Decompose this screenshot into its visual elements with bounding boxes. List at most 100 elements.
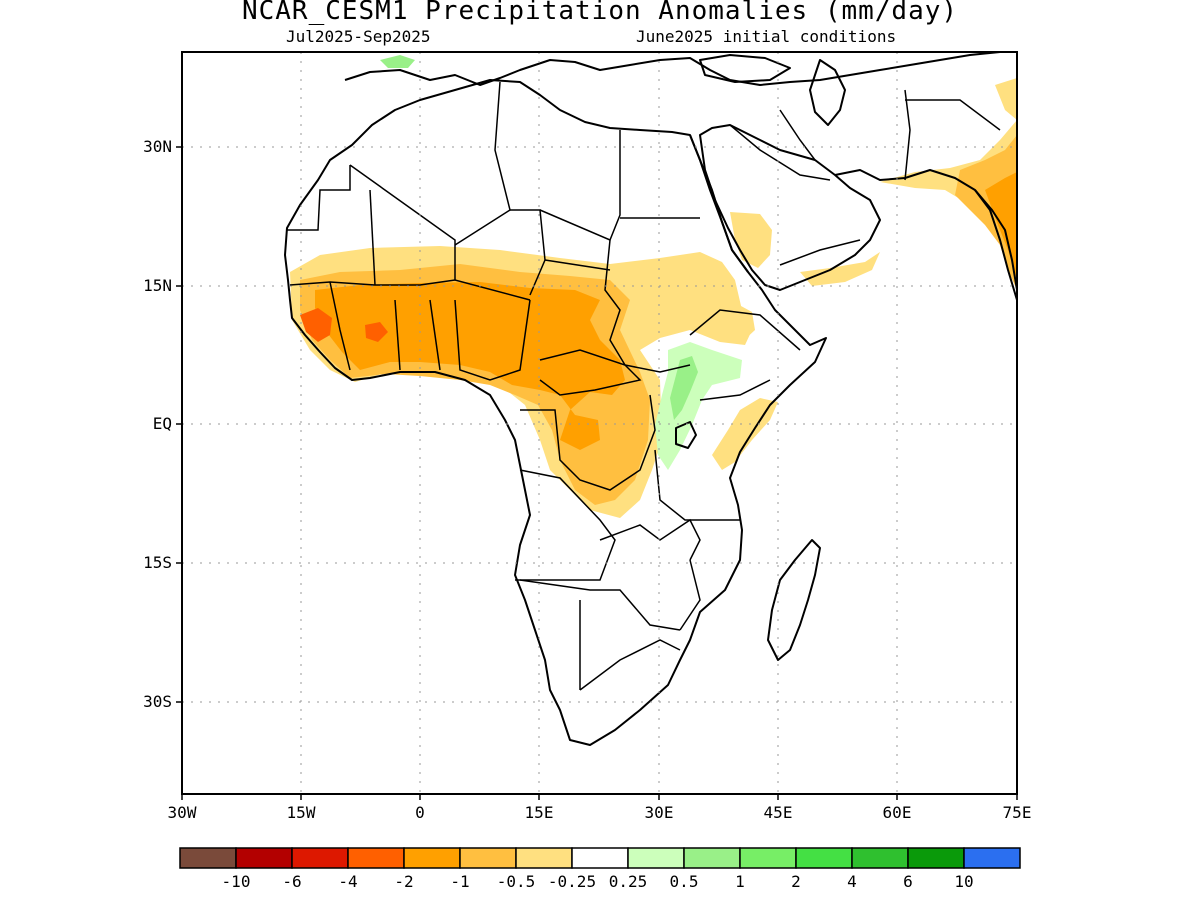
border-namibia [519, 579, 681, 631]
colorbar-swatch [739, 847, 797, 869]
lat-label-30n: 30N [143, 137, 172, 156]
border-sahara-c [349, 164, 456, 280]
border-westafrica-a [289, 279, 531, 301]
anomaly-yemen-light [800, 252, 880, 286]
colorbar-label: 2 [791, 872, 801, 891]
anomaly-field [290, 55, 1017, 518]
lon-label-30e: 30E [644, 803, 674, 822]
lake-victoria [675, 421, 697, 449]
colorbar-swatch [403, 847, 461, 869]
border-sa [579, 639, 681, 691]
initial-conditions: June2025 initial conditions [636, 27, 897, 46]
lon-label-60e: 60E [882, 803, 912, 822]
border-ethiopia [689, 309, 801, 351]
blacksea-coastline [699, 54, 791, 83]
arabia-coastline [699, 124, 881, 291]
redsea-west [689, 134, 749, 273]
colorbar-swatch [515, 847, 573, 869]
colorbar-swatch [683, 847, 741, 869]
border-sahara-b [369, 189, 376, 286]
map-frame [181, 51, 1018, 795]
anomaly-arabia-light [730, 212, 772, 268]
colorbar-label: 10 [954, 872, 974, 891]
colorbar-swatch [347, 847, 405, 869]
forecast-period: Jul2025-Sep2025 [286, 27, 431, 46]
lon-label-0: 0 [415, 803, 425, 822]
border-yemen [779, 239, 861, 266]
colorbar-swatch [571, 847, 629, 869]
colorbar-swatch [179, 847, 237, 869]
border-sahara-d [454, 81, 511, 246]
colorbar-swatch [795, 847, 853, 869]
border-iran-iraq [779, 109, 816, 161]
anomaly-ethiopia-light [705, 300, 755, 342]
colorbar-swatch [459, 847, 517, 869]
border-zambia [599, 518, 701, 561]
colorbar-label: -10 [221, 872, 251, 891]
anomaly-tibet-light [995, 78, 1017, 120]
border-sahara-f [539, 130, 621, 241]
anomaly-europe-surplus [380, 55, 415, 68]
colorbar-swatch [235, 847, 293, 869]
anomaly-sahel-severe [300, 308, 332, 342]
border-car [539, 349, 642, 396]
lat-label-15n: 15N [143, 276, 172, 295]
anomaly-india-moderate [955, 135, 1017, 290]
lon-label-45e: 45E [763, 803, 793, 822]
border-nigeria [454, 299, 531, 381]
axis-ticks [176, 146, 1018, 800]
border-tanzania [654, 449, 740, 521]
chart-title: NCAR_CESM1 Precipitation Anomalies (mm/d… [241, 0, 959, 26]
lon-label-15e: 15E [524, 803, 554, 822]
colorbar-swatch [851, 847, 909, 869]
lon-label-75e: 75E [1002, 803, 1032, 822]
lon-label-15w: 15W [286, 803, 316, 822]
border-mozambique [679, 559, 701, 631]
anomaly-kenya-light [712, 398, 778, 470]
border-sudan [604, 239, 691, 373]
india-coastline [974, 189, 1017, 301]
border-chad [544, 259, 611, 271]
coastlines [284, 52, 1017, 746]
colorbar-label: 0.5 [669, 872, 699, 891]
colorbar-label: -0.5 [496, 872, 536, 891]
caspian-coastline [809, 59, 846, 126]
border-sahara-a [287, 165, 351, 231]
colorbar-label: -2 [394, 872, 414, 891]
anomaly-eastafrica-surplus-strong [670, 356, 698, 420]
border-kenya [699, 379, 771, 401]
border-afghan [905, 99, 1001, 131]
lat-label-eq: EQ [152, 414, 172, 433]
colorbar-swatch [907, 847, 965, 869]
lon-label-30w: 30W [167, 803, 197, 822]
border-westafrica-c [394, 299, 401, 371]
colorbar-label: 4 [847, 872, 857, 891]
anomaly-india-strong [985, 172, 1017, 280]
colorbar-label: 1 [735, 872, 745, 891]
colorbar-label: -6 [282, 872, 302, 891]
border-westafrica-b [329, 281, 351, 371]
lat-label-30s: 30S [143, 692, 172, 711]
anomaly-sahel-strong [315, 282, 625, 450]
iran-coastline [834, 169, 1017, 291]
colorbar-label: 0.25 [608, 872, 648, 891]
anomaly-ghana-severe [365, 322, 388, 342]
colorbar-swatch [627, 847, 685, 869]
africa-coastline [284, 79, 827, 746]
graticule [182, 52, 1017, 794]
colorbar-label: -0.25 [547, 872, 597, 891]
border-westafrica-d [429, 299, 441, 371]
colorbar [179, 847, 1021, 869]
border-sahara-e [510, 209, 546, 296]
colorbar-label: 6 [903, 872, 913, 891]
colorbar-label: -1 [450, 872, 470, 891]
border-pakistan [904, 89, 911, 181]
colorbar-swatch [963, 847, 1021, 869]
colorbar-label: -4 [338, 872, 358, 891]
border-saudi [729, 124, 831, 181]
country-borders [287, 81, 1001, 691]
border-angola [515, 469, 616, 581]
border-congo [520, 394, 656, 491]
colorbar-swatch [291, 847, 349, 869]
